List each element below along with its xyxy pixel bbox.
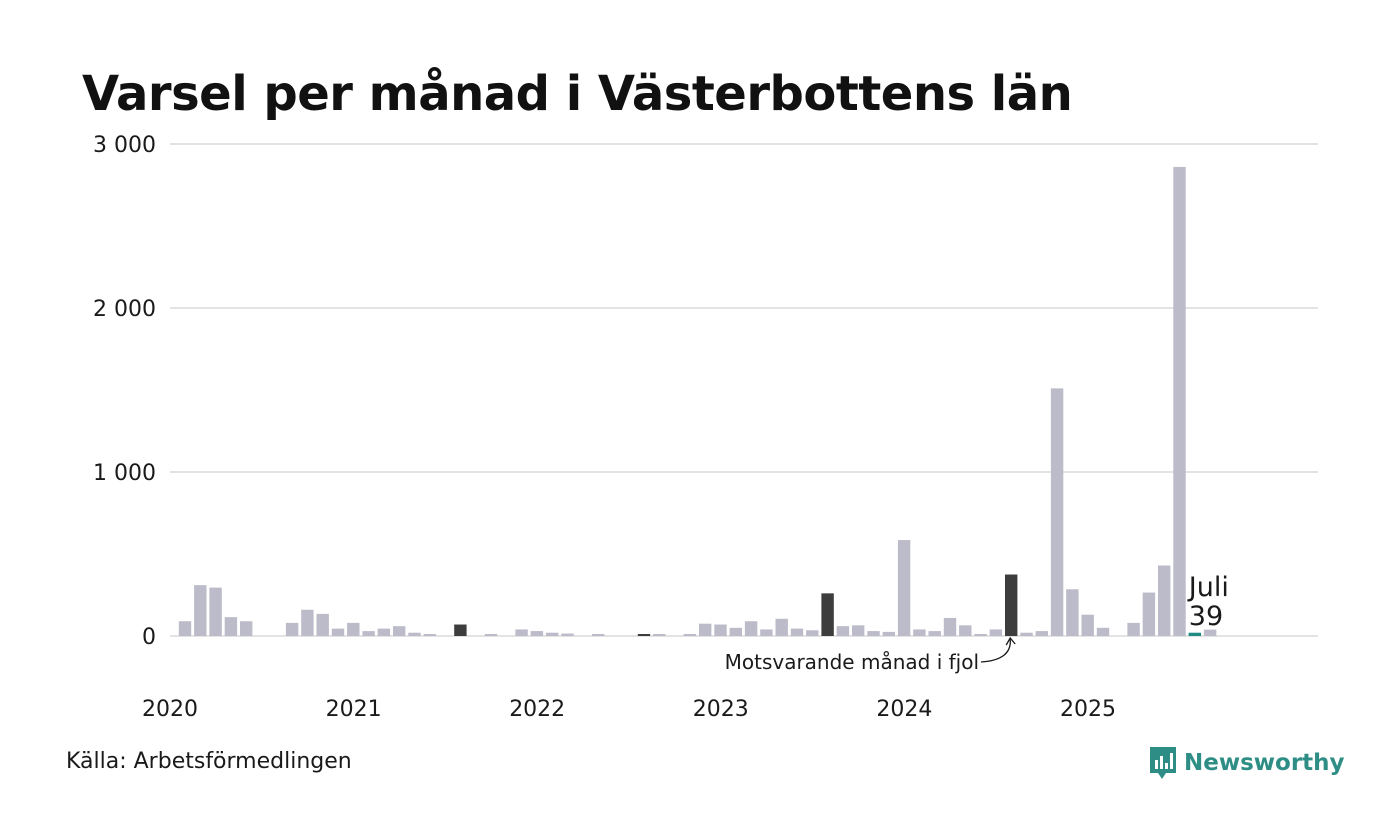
- bar-2023-02: [745, 621, 757, 636]
- last-year-annotation: Motsvarande månad i fjol: [725, 650, 979, 674]
- annotation-arrow: [981, 639, 1010, 662]
- bar-2024-02: [929, 631, 941, 636]
- bar-2021-05: [424, 634, 436, 636]
- y-tick-label: 2 000: [93, 297, 156, 322]
- source-note: Källa: Arbetsförmedlingen: [66, 749, 352, 774]
- bar-2024-04: [959, 625, 971, 636]
- bar-2025-05: [1158, 565, 1170, 636]
- bar-2021-11: [515, 629, 527, 636]
- bar-2022-11: [699, 624, 711, 636]
- x-tick-label: 2023: [693, 697, 749, 722]
- bar-2020-04: [225, 617, 237, 636]
- bar-2021-04: [408, 633, 420, 636]
- y-tick-label: 0: [142, 625, 156, 650]
- bar-2023-11: [883, 632, 895, 636]
- bar-2024-12: [1082, 615, 1094, 636]
- bar-2022-04: [592, 634, 604, 636]
- bar-2025-01: [1097, 628, 1109, 636]
- bar-chart: 0 1 000 2 000 3 000 2020 2021 2022 2023 2024 2025…: [0, 0, 1400, 840]
- x-tick-label: 2022: [509, 697, 565, 722]
- x-tick-label: 2021: [326, 697, 382, 722]
- newsworthy-logo-icon: [1148, 745, 1178, 781]
- bar-2024-03: [944, 618, 956, 636]
- x-tick-label: 2025: [1060, 697, 1116, 722]
- bar-2020-10: [317, 614, 329, 636]
- bar-2020-03: [209, 588, 221, 636]
- bar-2024-09: [1036, 631, 1048, 636]
- y-tick-label: 3 000: [93, 133, 156, 158]
- bar-2023-08: [837, 626, 849, 636]
- bar-2020-09: [301, 610, 313, 636]
- bar-2023-06: [806, 630, 818, 636]
- x-tick-label: 2024: [876, 697, 932, 722]
- bar-2024-10: [1051, 388, 1063, 636]
- bar-2022-08: [653, 634, 665, 636]
- bar-2023-04: [776, 619, 788, 636]
- bar-2021-09: [485, 634, 497, 636]
- bar-2020-01: [179, 621, 191, 636]
- current-month-label: Juli: [1187, 572, 1229, 603]
- bar-2021-03: [393, 626, 405, 636]
- bar-2025-06: [1173, 167, 1185, 636]
- bar-2020-08: [286, 623, 298, 636]
- bar-2021-01: [362, 631, 374, 636]
- bar-2023-01: [730, 628, 742, 636]
- bar-2025-07: [1189, 633, 1201, 636]
- bar-2022-02: [561, 634, 573, 636]
- bar-2023-10: [867, 631, 879, 636]
- bar-2022-12: [714, 625, 726, 636]
- bar-2020-02: [194, 585, 206, 636]
- y-tick-label: 1 000: [93, 461, 156, 486]
- bar-2020-11: [332, 629, 344, 636]
- bars: [179, 167, 1217, 636]
- bar-2021-02: [378, 629, 390, 636]
- bar-2023-07: [821, 593, 833, 636]
- bar-2020-12: [347, 623, 359, 636]
- bar-2024-05: [974, 634, 986, 636]
- bar-2022-10: [684, 634, 696, 636]
- bar-2024-11: [1066, 589, 1078, 636]
- bar-2025-04: [1143, 593, 1155, 636]
- grid-lines: [170, 144, 1318, 636]
- bar-2022-01: [546, 633, 558, 636]
- bar-2024-06: [990, 629, 1002, 636]
- bar-2023-09: [852, 625, 864, 636]
- bar-2023-03: [760, 629, 772, 636]
- bar-2025-03: [1127, 623, 1139, 636]
- bar-2022-07: [638, 634, 650, 636]
- brand-logo: Newsworthy: [1148, 744, 1345, 782]
- current-value-label: 39: [1189, 601, 1223, 632]
- bar-2021-07: [454, 625, 466, 636]
- bar-2024-08: [1020, 633, 1032, 636]
- bar-2024-01: [913, 629, 925, 636]
- x-tick-label: 2020: [142, 697, 198, 722]
- bar-2023-12: [898, 540, 910, 636]
- bar-2021-12: [531, 631, 543, 636]
- bar-2024-07: [1005, 575, 1017, 637]
- brand-name: Newsworthy: [1184, 750, 1345, 776]
- bar-2020-05: [240, 621, 252, 636]
- bar-2023-05: [791, 629, 803, 636]
